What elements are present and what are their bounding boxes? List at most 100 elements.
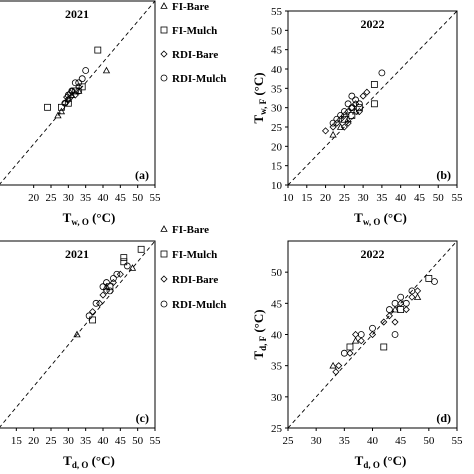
data-point-rdi-mulch: [408, 287, 416, 295]
x-tick-label: 55: [150, 192, 162, 204]
data-point-rdi-bare: [385, 312, 393, 320]
data-point-rdi-mulch: [397, 293, 405, 301]
data-point-rdi-mulch: [110, 274, 117, 282]
data-point-rdi-mulch: [340, 349, 348, 357]
data-point-rdi-mulch: [369, 324, 376, 332]
y-axis-title: Tw, F (°C): [251, 72, 268, 123]
data-point-rdi-mulch: [75, 87, 83, 95]
data-point-rdi-mulch: [402, 299, 410, 307]
data-point-fi-mulch: [106, 283, 114, 291]
data-point-rdi-mulch: [355, 100, 363, 108]
data-point-fi-mulch: [120, 254, 128, 262]
x-axis-title: Td, O (°C): [355, 453, 407, 470]
x-axis-unit: (°C): [89, 210, 116, 225]
data-point-fi-bare: [344, 115, 352, 123]
one-to-one-line: [287, 10, 458, 186]
data-point-rdi-bare: [357, 337, 365, 345]
x-axis-symbol: T: [355, 453, 364, 468]
data-point-rdi-bare: [391, 318, 399, 326]
panel-year-title: 2021: [65, 7, 89, 21]
data-point-rdi-bare: [414, 287, 422, 295]
data-point-rdi-bare: [355, 107, 363, 116]
x-axis-symbol: T: [63, 210, 72, 225]
y-axis-subscript: w, F: [258, 98, 268, 115]
data-point-rdi-mulch: [68, 87, 76, 95]
data-point-rdi-mulch: [99, 283, 107, 291]
x-tick-label: 45: [115, 192, 127, 204]
data-point-rdi-mulch: [92, 299, 100, 307]
one-to-one-line: [0, 240, 156, 428]
data-point-fi-bare: [57, 107, 66, 115]
data-point-rdi-bare: [402, 306, 410, 314]
data-point-rdi-bare: [321, 127, 330, 135]
x-tick-label: 30: [358, 192, 370, 204]
x-tick-label: 25: [46, 192, 58, 204]
plot-frame: [287, 10, 458, 186]
data-point-rdi-mulch: [82, 67, 90, 74]
y-tick-label: 10: [271, 180, 283, 192]
data-point-fi-mulch: [346, 343, 354, 351]
data-point-rdi-bare: [368, 330, 377, 339]
x-tick-label: 45: [115, 435, 127, 447]
legend-marker-fi-bare: [160, 225, 168, 232]
data-point-rdi-bare: [64, 95, 72, 103]
data-point-rdi-bare: [116, 270, 124, 278]
data-point-fi-mulch: [78, 83, 86, 91]
data-point-fi-bare: [75, 87, 83, 94]
x-tick-label: 55: [150, 435, 162, 447]
data-point-rdi-bare: [333, 119, 341, 127]
data-point-rdi-mulch: [385, 306, 393, 313]
y-tick-label: 30: [271, 103, 283, 115]
x-axis-symbol: T: [354, 210, 363, 225]
x-tick-label: 50: [423, 435, 435, 447]
y-axis-unit: (°C): [251, 72, 266, 99]
panel-c: 15 20 25 30 35 40 45 50 55 2021 (c) Td, O (°C) FI-Ba…: [0, 224, 226, 470]
x-tick-label: 25: [46, 435, 58, 447]
x-tick-label: 35: [376, 192, 388, 204]
legend-label: FI-Bare: [172, 1, 209, 13]
x-axis-symbol: T: [63, 453, 72, 468]
x-axis-title: Td, O (°C): [63, 453, 115, 470]
data-point-rdi-mulch: [391, 299, 399, 307]
legend-marker-rdi-bare: [160, 50, 168, 58]
data-point-fi-mulch: [380, 343, 388, 351]
data-point-rdi-mulch: [106, 287, 114, 295]
data-point-rdi-mulch: [64, 91, 72, 99]
data-point-rdi-mulch: [348, 104, 356, 112]
data-point-rdi-bare: [63, 93, 71, 101]
x-tick-label: 50: [132, 192, 144, 204]
data-point-fi-bare: [73, 330, 81, 338]
data-point-fi-mulch: [137, 245, 145, 253]
data-point-rdi-bare: [340, 123, 348, 131]
data-point-rdi-bare: [380, 318, 388, 326]
data-point-fi-bare: [68, 91, 76, 98]
legend-label: RDI-Bare: [172, 49, 218, 61]
data-point-fi-mulch: [44, 103, 51, 111]
x-tick-label: 10: [283, 192, 295, 204]
data-point-rdi-bare: [99, 291, 107, 299]
x-tick-label: 20: [28, 192, 40, 204]
x-axis-unit: (°C): [380, 210, 407, 225]
x-axis-unit: (°C): [380, 453, 407, 468]
y-axis-symbol: T: [251, 351, 266, 360]
y-tick-label: 15: [271, 161, 283, 173]
legend: FI-Bare FI-Mulch RDI-Bare RDI-Mulch: [160, 1, 226, 85]
data-point-rdi-mulch: [123, 262, 131, 270]
data-point-rdi-bare: [335, 362, 343, 370]
legend-marker-fi-mulch: [160, 250, 168, 258]
data-point-rdi-bare: [340, 111, 348, 119]
data-point-fi-mulch: [58, 103, 65, 111]
data-point-fi-mulch: [89, 316, 96, 324]
data-point-fi-bare: [128, 264, 137, 271]
legend-marker-fi-bare: [160, 2, 168, 9]
x-axis-title: Tw, O (°C): [63, 210, 116, 227]
data-point-rdi-bare: [75, 83, 83, 91]
data-point-rdi-mulch: [61, 99, 69, 107]
legend-label: FI-Bare: [172, 224, 209, 236]
legend-marker-fi-mulch: [160, 26, 168, 34]
data-point-rdi-bare: [337, 115, 345, 123]
data-point-fi-mulch: [348, 112, 356, 119]
x-axis-unit: (°C): [88, 453, 115, 468]
data-point-fi-bare: [102, 282, 111, 290]
